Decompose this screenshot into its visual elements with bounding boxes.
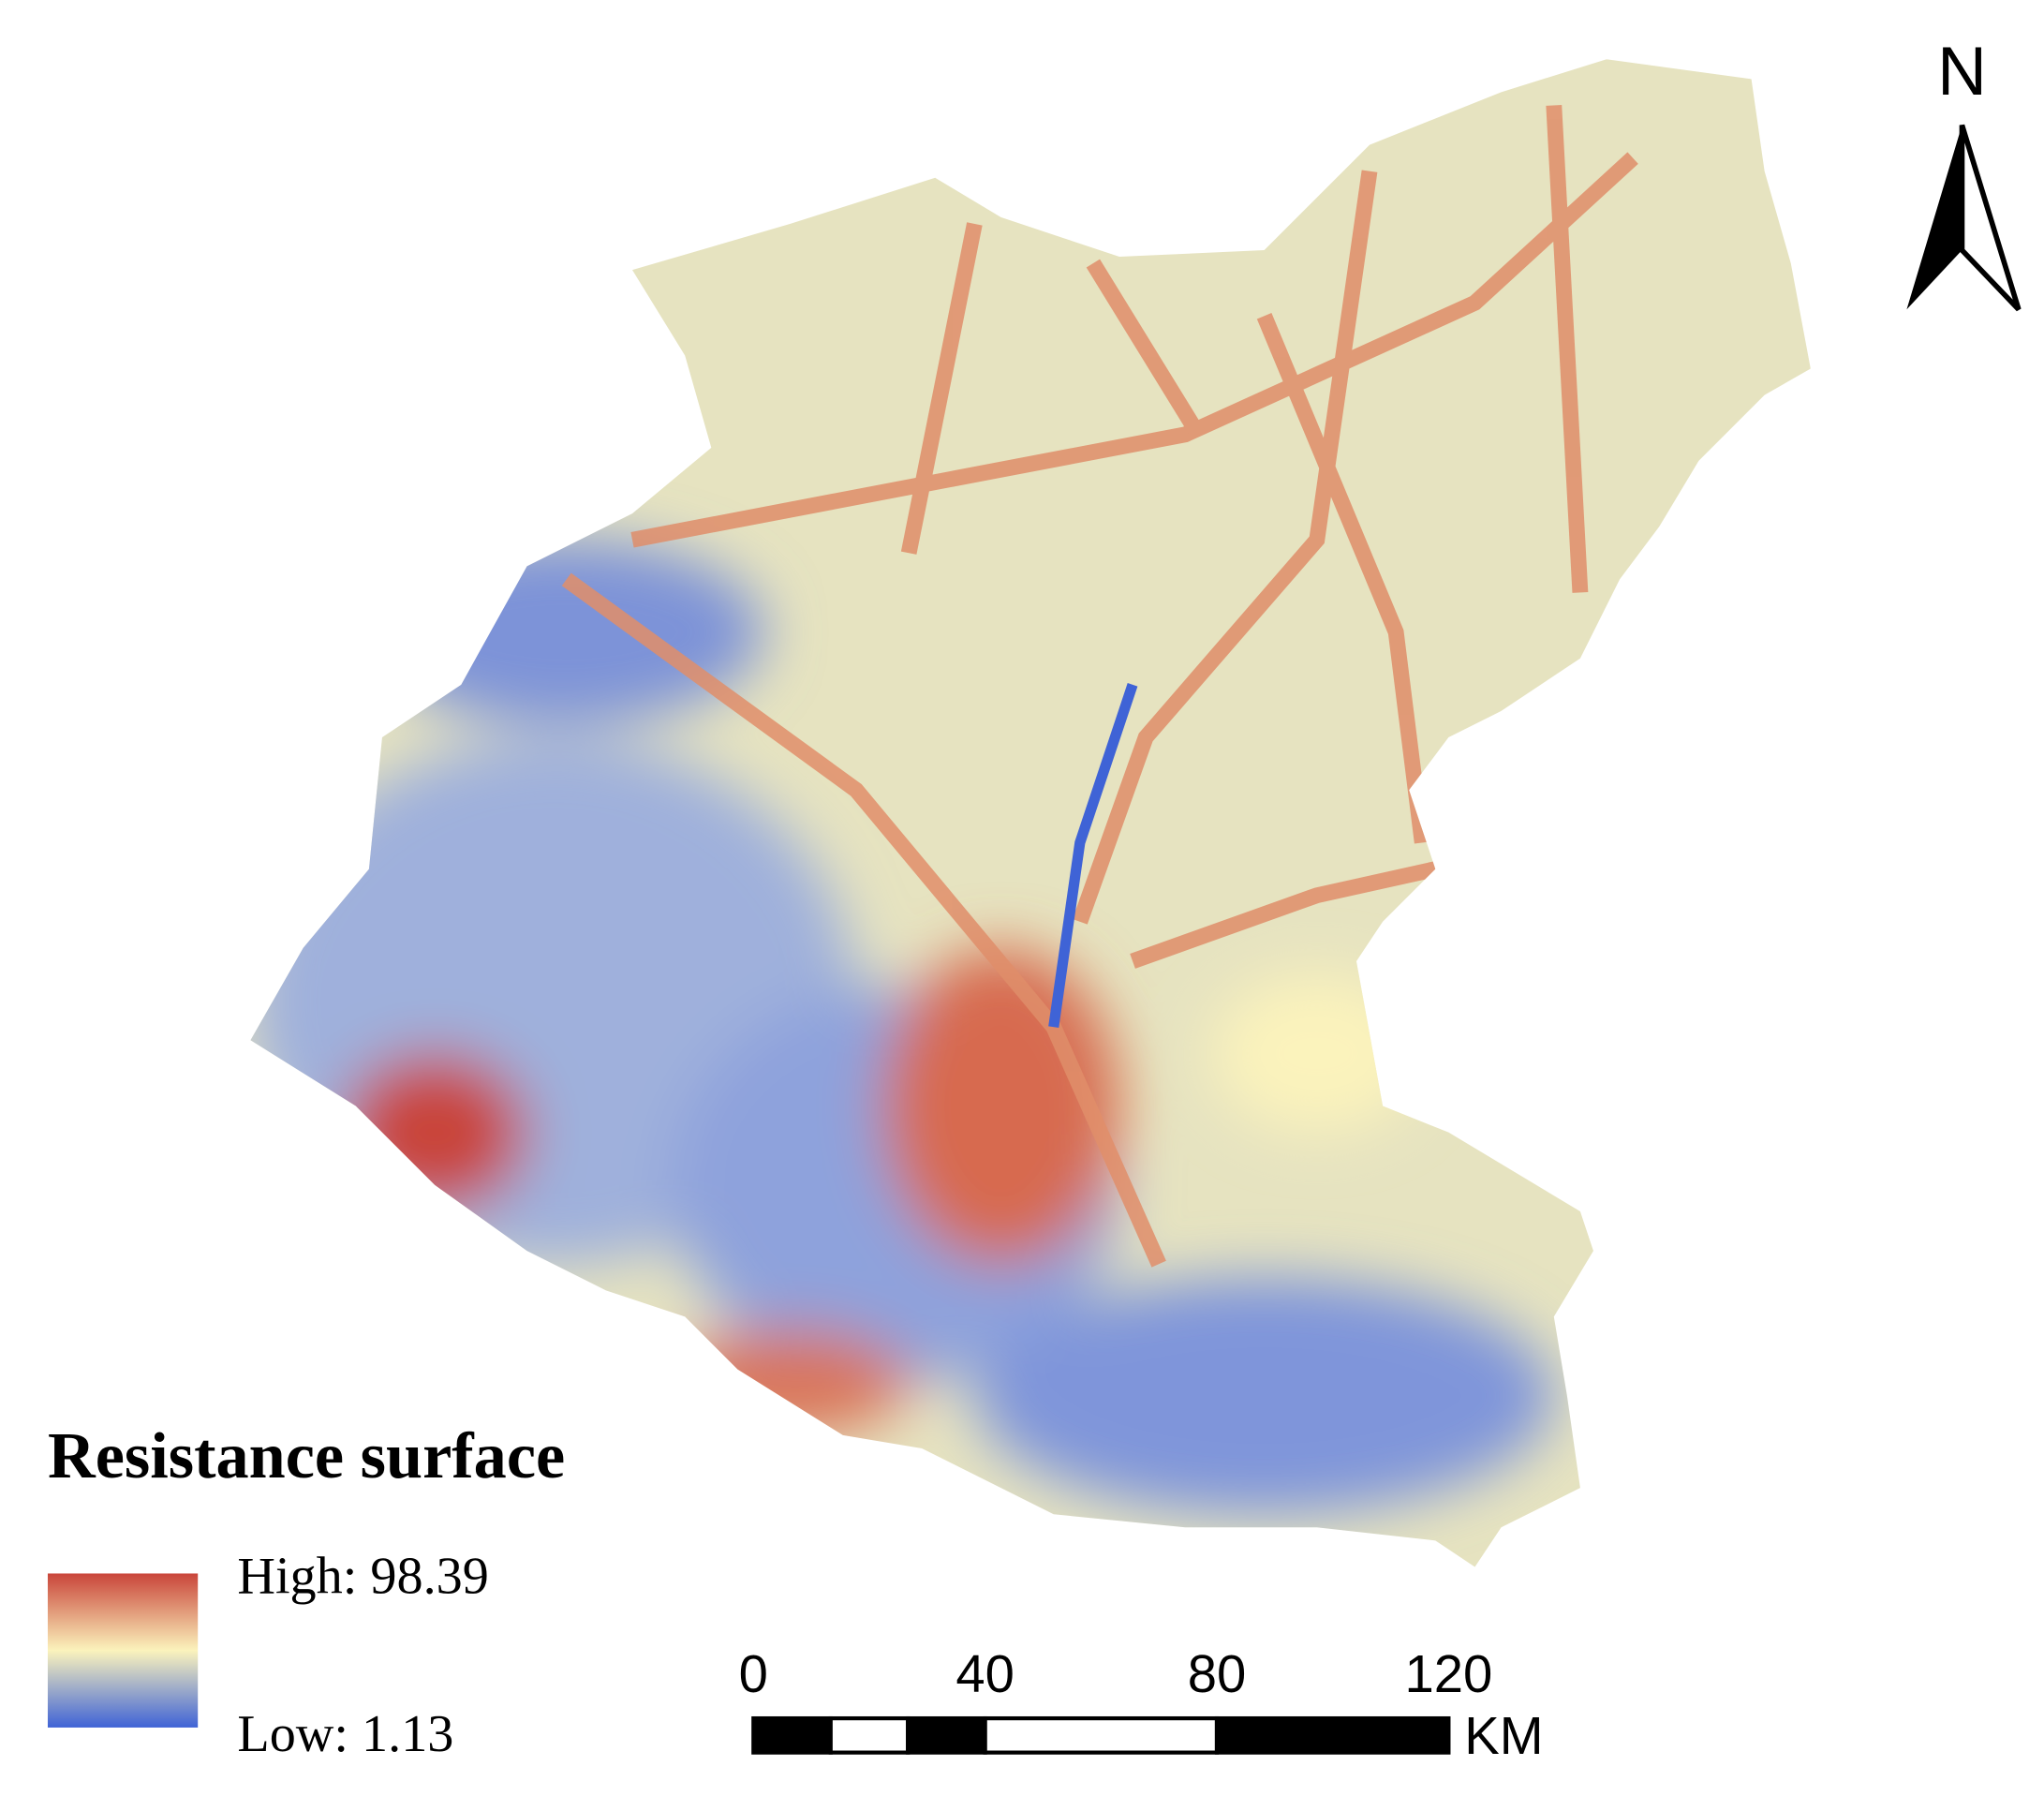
scale-label: 40 <box>955 1644 1015 1703</box>
resistance-raster <box>250 59 1811 1567</box>
scale-segment <box>906 1715 987 1755</box>
legend-high: High: 98.39 <box>237 1548 489 1606</box>
scale-segment <box>1214 1715 1451 1755</box>
north-label: N <box>1937 34 1987 110</box>
scale-label: 120 <box>1404 1644 1492 1703</box>
legend-ramp <box>47 1573 199 1728</box>
legend-title: Resistance surface <box>48 1419 565 1492</box>
scale-unit: KM <box>1464 1706 1543 1765</box>
scale-segment <box>751 1715 833 1755</box>
scale-label: 0 <box>739 1644 768 1703</box>
legend-low: Low: 1.13 <box>237 1705 453 1763</box>
scale-label: 80 <box>1188 1644 1247 1703</box>
north-arrow <box>1906 124 2022 312</box>
scale-segment <box>828 1715 911 1755</box>
scale-segment <box>983 1715 1220 1755</box>
